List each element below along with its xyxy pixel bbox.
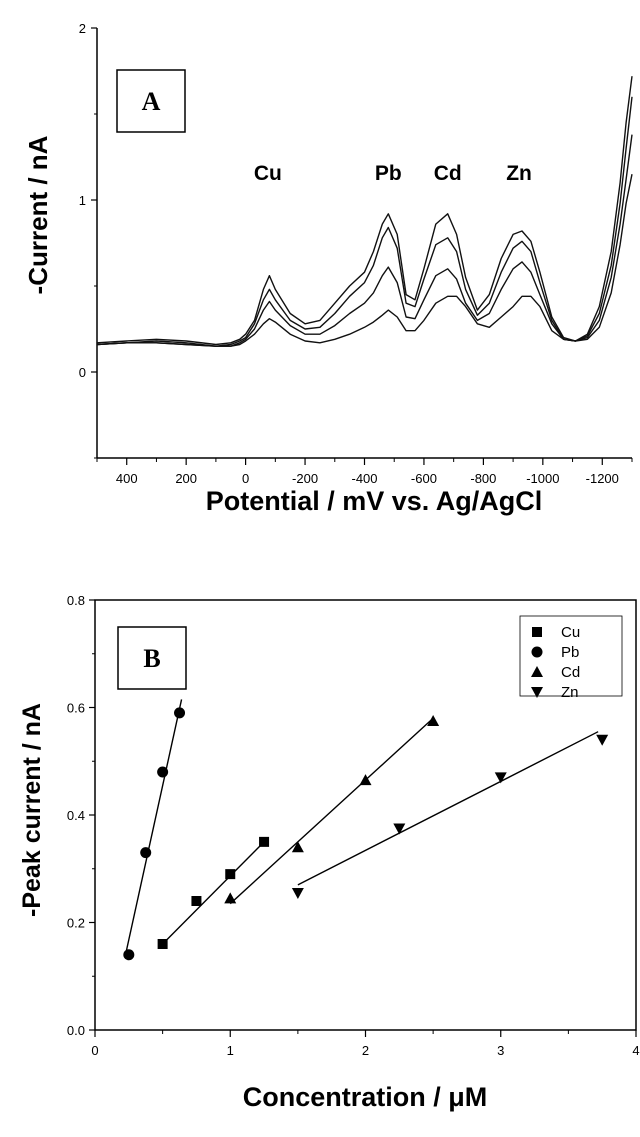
- legend-marker-zn: [531, 687, 543, 698]
- legend-label-zn: Zn: [561, 684, 579, 701]
- legend-marker-cu: [532, 627, 542, 637]
- point-zn: [291, 887, 304, 899]
- y-tick-label: 2: [79, 21, 86, 36]
- point-zn: [596, 734, 609, 746]
- x-tick-label: 3: [497, 1043, 504, 1058]
- legend-label-cd: Cd: [561, 664, 580, 681]
- panel-b-y-axis-title: -Peak current / nA: [18, 703, 46, 917]
- panel-b-letter-box: [117, 626, 187, 690]
- x-tick-label: 0: [242, 471, 249, 486]
- point-zn: [393, 823, 406, 835]
- panel-b: 0.0 0.2 0.4 0.6 0.8 0 1 2 3 4 B Cu Pb Cd Zn Concent…: [18, 593, 640, 1112]
- x-tick-label: -200: [292, 471, 318, 486]
- voltammogram-curve-3: [96, 134, 633, 347]
- x-tick-label: -600: [411, 471, 437, 486]
- peak-label-cd: Cd: [434, 162, 462, 185]
- panel-a-peak-labels: Cu Pb Cd Zn: [254, 162, 532, 185]
- peak-label-pb: Pb: [375, 162, 402, 185]
- point-cu: [225, 869, 236, 880]
- point-cu: [191, 896, 202, 906]
- x-tick-label: 200: [175, 471, 197, 486]
- point-pb: [174, 707, 186, 719]
- y-tick-label: 0.8: [67, 593, 85, 608]
- x-tick-label: 400: [116, 471, 138, 486]
- panel-b-letter: B: [143, 644, 160, 673]
- point-cd: [291, 841, 304, 853]
- point-cd: [427, 714, 440, 726]
- y-tick-label: 0.4: [67, 808, 85, 823]
- voltammogram-curve-1: [96, 76, 633, 346]
- panel-a-x-ticks: 400 200 0 -200 -400 -600 -800 -1000 -1200: [96, 458, 633, 486]
- panel-a-x-axis-title: Potential / mV vs. Ag/AgCl: [206, 486, 543, 516]
- point-pb: [140, 847, 152, 859]
- panel-a-letter: A: [142, 87, 161, 116]
- point-cd: [224, 892, 237, 904]
- x-tick-label: 0: [91, 1043, 98, 1058]
- panel-b-points: [123, 707, 609, 961]
- fit-line-pb: [125, 699, 183, 953]
- fit-line-cd: [229, 717, 434, 905]
- point-pb: [157, 766, 169, 778]
- legend: Cu Pb Cd Zn: [531, 624, 580, 701]
- x-tick-label: -1000: [526, 471, 559, 486]
- x-tick-label: -800: [470, 471, 496, 486]
- point-cu: [157, 939, 168, 949]
- y-tick-label: 0.2: [67, 916, 85, 931]
- panel-a-letter-box: [116, 69, 186, 133]
- x-tick-label: 4: [632, 1043, 639, 1058]
- point-cu: [259, 836, 270, 847]
- y-tick-label: 1: [79, 193, 86, 208]
- panel-a: 0 1 2 400 200 0 -200 -400 -600 -800 -1000 -1200 Cu…: [23, 21, 633, 516]
- x-tick-label: 2: [362, 1043, 369, 1058]
- panel-b-x-axis-title: Concentration / μM: [243, 1082, 488, 1112]
- legend-label-pb: Pb: [561, 644, 579, 661]
- legend-marker-cd: [531, 666, 543, 677]
- peak-label-cu: Cu: [254, 162, 282, 185]
- y-tick-label: 0: [79, 365, 86, 380]
- legend-marker-pb: [531, 646, 543, 658]
- panel-a-y-ticks: 0 1 2: [79, 21, 97, 459]
- fit-line-zn: [297, 731, 599, 886]
- point-cd: [359, 774, 372, 786]
- y-tick-label: 0.0: [67, 1023, 85, 1038]
- panel-b-fit-lines: [125, 699, 599, 953]
- fit-line-cu: [162, 841, 265, 945]
- voltammogram-curve-4: [96, 174, 633, 347]
- x-tick-label: -400: [351, 471, 377, 486]
- point-zn: [494, 772, 507, 784]
- panel-a-y-axis-title: -Current / nA: [23, 135, 53, 294]
- point-pb: [123, 949, 135, 961]
- peak-label-zn: Zn: [506, 162, 532, 185]
- legend-label-cu: Cu: [561, 624, 580, 641]
- x-tick-label: 1: [227, 1043, 234, 1058]
- panel-b-y-ticks: 0.0 0.2 0.4 0.6 0.8: [67, 593, 95, 1038]
- y-tick-label: 0.6: [67, 701, 85, 716]
- x-tick-label: -1200: [586, 471, 619, 486]
- voltammogram-curve-2: [96, 96, 633, 347]
- panel-a-curves: [96, 76, 633, 347]
- panel-b-x-ticks: 0 1 2 3 4: [91, 1030, 640, 1058]
